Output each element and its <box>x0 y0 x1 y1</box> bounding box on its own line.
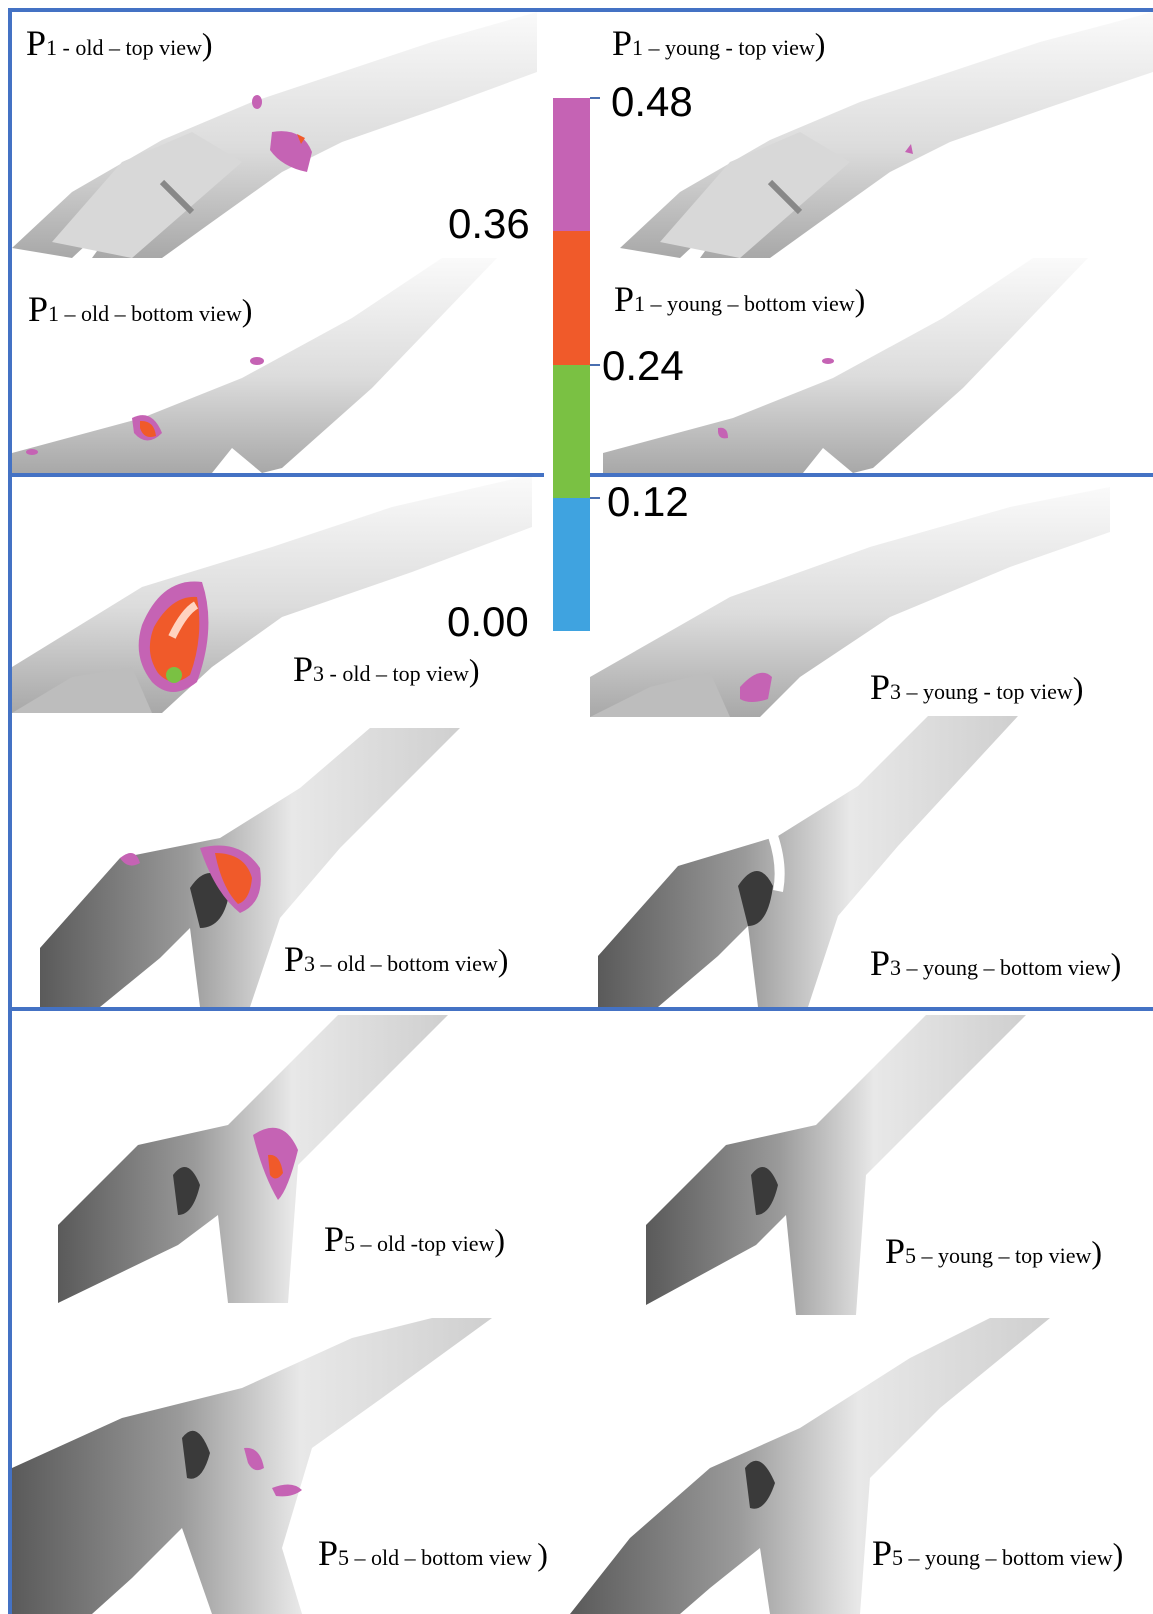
colorbar-tick-mark-2 <box>590 364 600 366</box>
colorbar <box>553 98 590 631</box>
frame-left <box>8 8 12 1614</box>
divider-row1 <box>8 473 544 477</box>
panel-label-p3-old-bottom: P3 – old – bottom view) <box>284 939 509 979</box>
vessel-render-p1-young-bottom <box>603 258 1153 473</box>
divider-row2 <box>8 1007 1153 1011</box>
panel-label-p1-young-top: P1 – young - top view) <box>612 23 826 63</box>
panel-label-p3-old-top: P3 - old – top view) <box>293 649 480 689</box>
panel-label-p3-young-bottom: P3 – young – bottom view) <box>870 943 1122 983</box>
panel-label-p1-old-top: P1 - old – top view) <box>26 23 213 63</box>
vessel-render-p3-young-top <box>590 477 1153 717</box>
vessel-render-p3-old-top <box>12 477 532 713</box>
vessel-render-p5-old-bottom <box>12 1318 532 1614</box>
panel-label-p3-young-top: P3 – young - top view) <box>870 667 1084 707</box>
vessel-render-p5-young-top <box>646 1015 1153 1315</box>
colorbar-tick-mark-3 <box>590 497 600 499</box>
panel-label-p1-old-bottom: P1 – old – bottom view) <box>28 289 253 329</box>
vessel-render-p3-young-bottom <box>598 716 1153 1007</box>
panel-label-p5-old-top: P5 – old -top view) <box>324 1219 506 1259</box>
vessel-render-p1-young-top <box>620 12 1153 258</box>
colorbar-tick-label-2: 0.24 <box>602 342 684 389</box>
colorbar-tick-label-3: 0.12 <box>607 478 689 525</box>
vessel-render-p5-young-bottom <box>570 1318 1153 1614</box>
colorbar-bin-1 <box>553 231 590 365</box>
panel-label-p5-young-bottom: P5 – young – bottom view) <box>872 1533 1124 1573</box>
vessel-render-p5-old-top <box>58 1015 528 1303</box>
panel-label-p5-young-top: P5 – young – top view) <box>885 1231 1103 1271</box>
colorbar-tick-label-4: 0.00 <box>447 598 529 645</box>
frame-top <box>8 8 1153 12</box>
colorbar-bin-0 <box>553 98 590 231</box>
panel-label-p1-young-bottom: P1 – young – bottom view) <box>614 279 866 319</box>
vessel-render-p3-old-bottom <box>40 728 540 1007</box>
vessel-render-p1-old-bottom <box>12 258 537 473</box>
panel-label-p5-old-bottom: P5 – old – bottom view ) <box>318 1533 548 1573</box>
colorbar-tick-label-0: 0.48 <box>611 78 693 125</box>
colorbar-bin-2 <box>553 365 590 498</box>
colorbar-tick-mark-0 <box>590 97 600 99</box>
vessel-render-p1-old-top <box>12 12 537 258</box>
colorbar-bin-3 <box>553 498 590 631</box>
divider-row1-right <box>590 473 1153 477</box>
colorbar-tick-label-1: 0.36 <box>448 200 530 247</box>
